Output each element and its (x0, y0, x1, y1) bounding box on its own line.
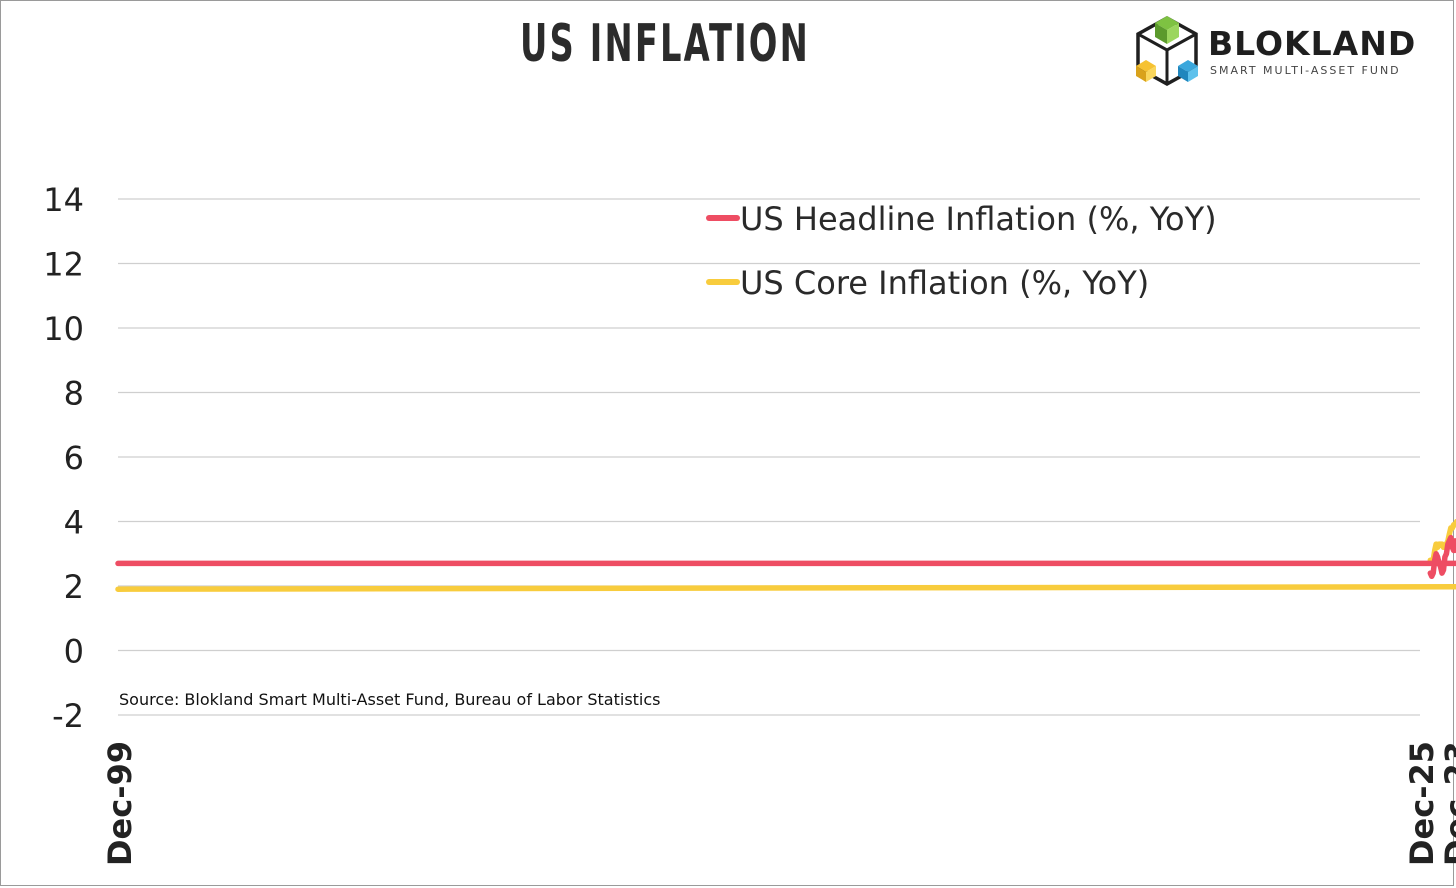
legend-item-core: US Core Inflation (%, YoY) (706, 264, 1149, 304)
y-tick-label: 14 (43, 181, 84, 219)
x-tick-label: Dec-99 (101, 741, 139, 866)
legend-item-headline: US Headline Inflation (%, YoY) (706, 200, 1217, 240)
y-tick-label: -2 (52, 697, 84, 735)
legend-label-headline: US Headline Inflation (%, YoY) (740, 200, 1217, 238)
y-tick-label: 8 (64, 375, 84, 413)
y-tick-label: 6 (64, 439, 84, 477)
legend-label-core: US Core Inflation (%, YoY) (740, 264, 1150, 302)
x-axis-ticks: Dec-99Dec-01Dec-03Dec-05Dec-07Dec-09Dec-… (101, 741, 1456, 866)
y-tick-label: 10 (43, 310, 84, 348)
series-lines (115, 518, 1456, 592)
core-series-line (115, 518, 1456, 592)
y-tick-label: 4 (64, 504, 84, 542)
brand-tagline: SMART MULTI-ASSET FUND (1210, 64, 1401, 77)
x-tick-label: Dec-23 (1438, 741, 1456, 866)
headline-series-line (115, 534, 1456, 580)
cube-logo-icon (1136, 16, 1198, 86)
source-note: Source: Blokland Smart Multi-Asset Fund,… (119, 690, 661, 709)
brand-logo: BLOKLAND SMART MULTI-ASSET FUND (1134, 14, 1444, 88)
y-axis-ticks: 14 12 10 8 6 4 2 0 -2 (43, 181, 84, 735)
x-tick-label: Dec-25 (1403, 741, 1441, 866)
y-tick-label: 12 (43, 246, 84, 284)
legend-swatch-core (706, 279, 740, 285)
brand-name: BLOKLAND (1208, 24, 1417, 63)
legend-swatch-headline (706, 215, 740, 221)
y-tick-label: 2 (64, 568, 84, 606)
chart-title: US INFLATION (520, 14, 810, 74)
y-tick-label: 0 (64, 633, 84, 671)
gridlines (118, 198, 1420, 716)
